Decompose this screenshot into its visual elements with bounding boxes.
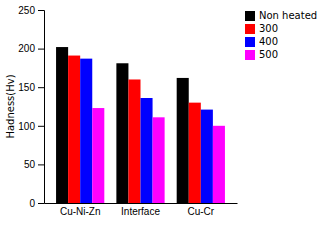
x-axis: Cu-Ni-Zn Interface Cu-Cr (45, 204, 238, 218)
x-tick-label: Cu-Ni-Zn (60, 206, 101, 217)
series (80, 59, 213, 203)
y-tick: 0 (29, 198, 44, 209)
bar (128, 79, 140, 203)
bar (80, 59, 92, 203)
legend: Non heated 300 400 500 (245, 10, 317, 60)
series (68, 56, 201, 203)
y-axis-title: Hadness(Hv) (5, 74, 16, 138)
legend-swatch (245, 50, 255, 60)
legend-item: 300 (245, 23, 278, 34)
y-tick-mark (38, 87, 44, 88)
y-tick: 100 (18, 121, 44, 132)
legend-swatch (245, 24, 255, 34)
x-tick-label: Cu-Cr (187, 206, 214, 217)
bar (56, 47, 68, 203)
bar (213, 126, 225, 203)
y-tick: 200 (18, 43, 44, 54)
y-tick: 150 (18, 82, 44, 93)
y-axis-line (38, 11, 45, 204)
bar (68, 56, 80, 203)
bar (189, 103, 201, 203)
bar (201, 110, 213, 203)
y-tick-label: 0 (29, 198, 35, 209)
x-axis-line (45, 203, 238, 204)
plot: 0 50 100 150 200 250 Cu-Ni-Zn Interface Cu-Cr (18, 5, 237, 217)
bars (56, 47, 225, 203)
legend-label: Non heated (259, 10, 317, 21)
y-tick-label: 150 (18, 82, 35, 93)
x-tick: Interface (121, 206, 160, 217)
chart: 0 50 100 150 200 250 Cu-Ni-Zn Interface Cu-Cr Had… (0, 0, 319, 225)
y-tick-label: 100 (18, 121, 35, 132)
y-tick-label: 50 (24, 159, 36, 170)
bar (116, 63, 128, 203)
legend-item: Non heated (245, 10, 317, 21)
bar (141, 98, 153, 203)
y-axis: 0 50 100 150 200 250 (18, 5, 44, 209)
y-tick-mark (38, 10, 44, 11)
y-tick: 50 (24, 159, 44, 170)
series (56, 47, 189, 203)
y-tick: 250 (18, 5, 44, 16)
bar (153, 117, 165, 203)
legend-label: 400 (259, 36, 278, 47)
legend-label: 500 (259, 49, 278, 60)
y-tick-mark (38, 126, 44, 127)
y-tick-mark (38, 49, 44, 50)
y-tick-mark (38, 203, 44, 204)
series (92, 108, 225, 203)
bar (92, 108, 104, 203)
y-tick-label: 200 (18, 43, 35, 54)
legend-label: 300 (259, 23, 278, 34)
legend-item: 400 (245, 36, 278, 47)
bar (177, 78, 189, 203)
legend-swatch (245, 11, 255, 21)
legend-item: 500 (245, 49, 278, 60)
legend-swatch (245, 37, 255, 47)
x-tick: Cu-Cr (187, 206, 214, 217)
y-tick-mark (38, 164, 44, 165)
x-tick: Cu-Ni-Zn (60, 206, 101, 217)
x-tick-label: Interface (121, 206, 160, 217)
y-tick-label: 250 (18, 5, 35, 16)
